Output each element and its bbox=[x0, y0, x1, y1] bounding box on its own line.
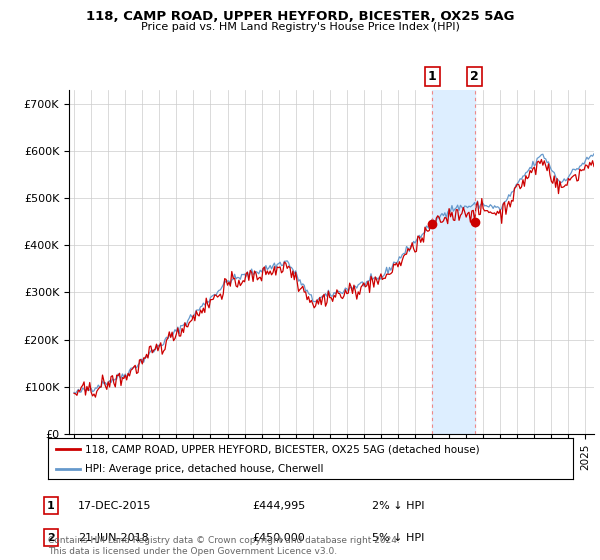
Text: £444,995: £444,995 bbox=[252, 501, 305, 511]
Text: 17-DEC-2015: 17-DEC-2015 bbox=[78, 501, 151, 511]
Text: 5% ↓ HPI: 5% ↓ HPI bbox=[372, 533, 424, 543]
Text: Price paid vs. HM Land Registry's House Price Index (HPI): Price paid vs. HM Land Registry's House … bbox=[140, 22, 460, 32]
Text: 2% ↓ HPI: 2% ↓ HPI bbox=[372, 501, 425, 511]
Text: Contains HM Land Registry data © Crown copyright and database right 2024.
This d: Contains HM Land Registry data © Crown c… bbox=[48, 536, 400, 556]
Text: £450,000: £450,000 bbox=[252, 533, 305, 543]
Text: 21-JUN-2018: 21-JUN-2018 bbox=[78, 533, 149, 543]
Bar bbox=[432, 90, 475, 434]
Text: 2: 2 bbox=[470, 69, 479, 83]
Text: 118, CAMP ROAD, UPPER HEYFORD, BICESTER, OX25 5AG (detached house): 118, CAMP ROAD, UPPER HEYFORD, BICESTER,… bbox=[85, 445, 479, 454]
Text: 1: 1 bbox=[47, 501, 55, 511]
Text: 1: 1 bbox=[428, 69, 436, 83]
Text: HPI: Average price, detached house, Cherwell: HPI: Average price, detached house, Cher… bbox=[85, 464, 323, 474]
Text: 2: 2 bbox=[47, 533, 55, 543]
Text: 118, CAMP ROAD, UPPER HEYFORD, BICESTER, OX25 5AG: 118, CAMP ROAD, UPPER HEYFORD, BICESTER,… bbox=[86, 10, 514, 23]
